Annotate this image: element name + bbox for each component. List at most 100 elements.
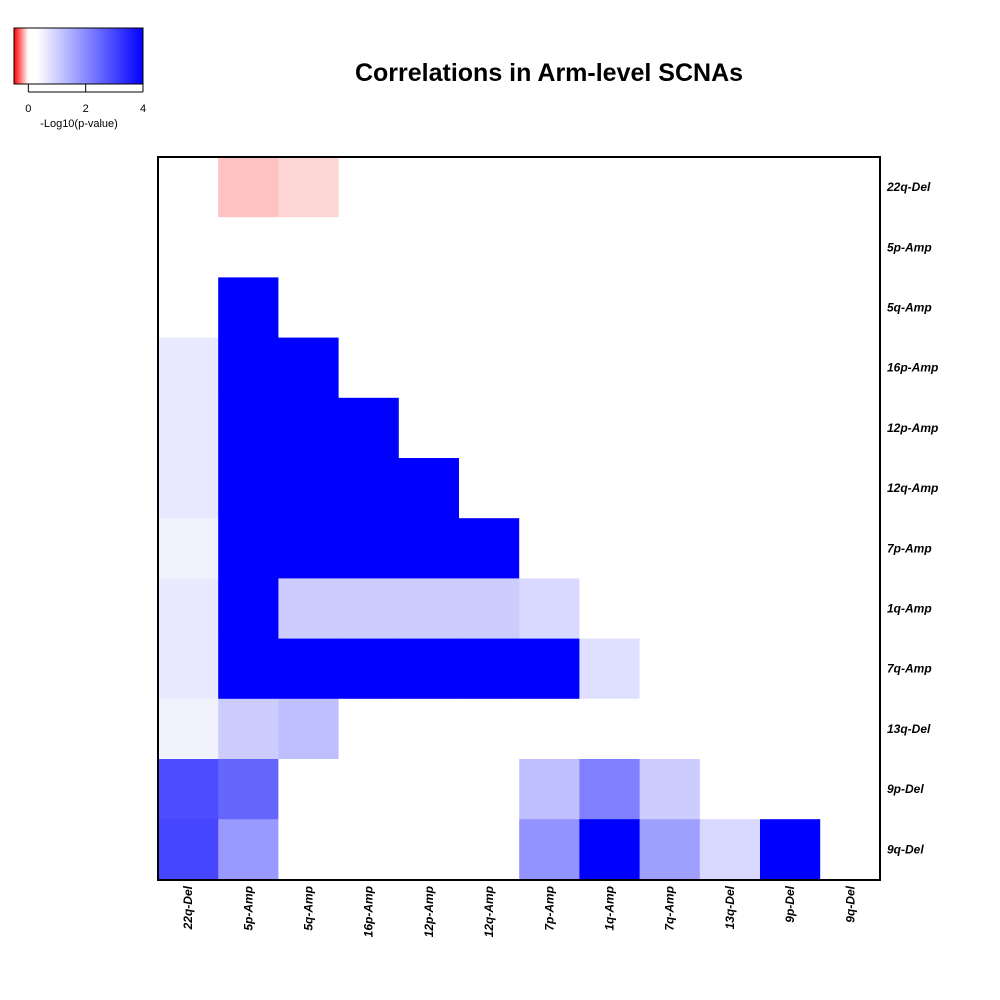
heatmap-cell-12q-Amp-12p-Amp <box>398 458 460 519</box>
column-label: 16p-Amp <box>362 886 376 937</box>
row-label: 5q-Amp <box>887 301 932 315</box>
heatmap-cell-7q-Amp-22q-Del <box>158 638 219 700</box>
heatmap-cell-5q-Amp-12q-Amp <box>459 277 520 339</box>
heatmap-cell-5q-Amp-5q-Amp <box>278 277 340 339</box>
heatmap-cell-7q-Amp-1q-Amp <box>579 638 641 700</box>
heatmap-cell-5p-Amp-1q-Amp <box>579 217 641 278</box>
heatmap-cell-22q-Del-5p-Amp <box>218 157 279 218</box>
column-label: 7p-Amp <box>542 886 556 931</box>
heatmap-cell-7q-Amp-12q-Amp <box>459 638 520 700</box>
heatmap-cell-9p-Del-7p-Amp <box>519 759 580 820</box>
heatmap-cell-7p-Amp-5p-Amp <box>218 518 279 579</box>
column-label: 22q-Del <box>181 885 195 930</box>
heatmap-cell-22q-Del-9q-Del <box>820 157 881 218</box>
heatmap-cell-12q-Amp-9p-Del <box>760 458 821 519</box>
heatmap-cell-12q-Amp-5p-Amp <box>218 458 279 519</box>
heatmap-cell-7p-Amp-12q-Amp <box>459 518 520 579</box>
heatmap-cell-7p-Amp-22q-Del <box>158 518 219 579</box>
heatmap-cell-5q-Amp-9p-Del <box>760 277 821 339</box>
heatmap-cell-7q-Amp-5q-Amp <box>278 638 340 700</box>
heatmap-cell-1q-Amp-9p-Del <box>760 578 821 640</box>
heatmap-cell-5p-Amp-9p-Del <box>760 217 821 278</box>
heatmap-cell-5q-Amp-7q-Amp <box>639 277 701 339</box>
heatmap-cell-22q-Del-22q-Del <box>158 157 219 218</box>
legend-tick-label: 0 <box>25 103 31 115</box>
heatmap-cell-9q-Del-7q-Amp <box>639 819 701 880</box>
heatmap-cell-12q-Amp-7q-Amp <box>639 458 701 519</box>
heatmap-cell-7q-Amp-16p-Amp <box>338 638 400 700</box>
row-label: 7p-Amp <box>887 541 932 555</box>
heatmap-cell-9p-Del-12p-Amp <box>398 759 460 820</box>
heatmap-cell-12p-Amp-16p-Amp <box>338 397 400 459</box>
heatmap-cell-7p-Amp-9p-Del <box>760 518 821 579</box>
heatmap-cell-12q-Amp-13q-Del <box>699 458 761 519</box>
heatmap-cell-12q-Amp-5q-Amp <box>278 458 340 519</box>
heatmap-cell-12p-Amp-7q-Amp <box>639 397 701 459</box>
heatmap-cell-22q-Del-5q-Amp <box>278 157 340 218</box>
heatmap-cell-1q-Amp-7p-Amp <box>519 578 580 640</box>
legend-ticks: 0 2 4 <box>25 84 146 115</box>
column-label: 13q-Del <box>723 885 737 929</box>
heatmap-cell-12p-Amp-12q-Amp <box>459 397 520 459</box>
heatmap-cell-13q-Del-5q-Amp <box>278 698 340 760</box>
heatmap-cell-12q-Amp-16p-Amp <box>338 458 400 519</box>
heatmap-cell-12q-Amp-9q-Del <box>820 458 881 519</box>
heatmap-cell-1q-Amp-22q-Del <box>158 578 219 640</box>
heatmap-cell-5q-Amp-22q-Del <box>158 277 219 339</box>
heatmap-cell-13q-Del-12q-Amp <box>459 698 520 760</box>
heatmap-cell-12p-Amp-9p-Del <box>760 397 821 459</box>
column-label: 5p-Amp <box>241 886 255 931</box>
legend-tick-label: 2 <box>83 103 89 115</box>
heatmap-cell-9q-Del-12p-Amp <box>398 819 460 880</box>
heatmap-cell-7p-Amp-16p-Amp <box>338 518 400 579</box>
row-labels: 22q-Del 5p-Amp 5q-Amp 16p-Amp 12p-Amp 12q-Amp… <box>886 180 938 856</box>
heatmap-cell-16p-Amp-12p-Amp <box>398 337 460 399</box>
heatmap-cell-5q-Amp-16p-Amp <box>338 277 400 339</box>
heatmap-cell-12p-Amp-1q-Amp <box>579 397 641 459</box>
heatmap-cell-9p-Del-9p-Del <box>760 759 821 820</box>
heatmap-cell-13q-Del-9p-Del <box>760 698 821 760</box>
heatmap-cell-7p-Amp-9q-Del <box>820 518 881 579</box>
heatmap-cell-12p-Amp-5p-Amp <box>218 397 279 459</box>
heatmap-cell-16p-Amp-9q-Del <box>820 337 881 399</box>
column-label: 7q-Amp <box>663 886 677 931</box>
heatmap-cell-9q-Del-13q-Del <box>699 819 761 880</box>
heatmap-cell-1q-Amp-9q-Del <box>820 578 881 640</box>
row-label: 7q-Amp <box>887 662 932 676</box>
heatmap-cell-5p-Amp-7p-Amp <box>519 217 580 278</box>
row-label: 12p-Amp <box>887 421 938 435</box>
heatmap-cell-12p-Amp-9q-Del <box>820 397 881 459</box>
heatmap-cell-7p-Amp-1q-Amp <box>579 518 641 579</box>
heatmap-cell-1q-Amp-16p-Amp <box>338 578 400 640</box>
heatmap-cell-9q-Del-1q-Amp <box>579 819 641 880</box>
heatmap-cell-5p-Amp-5p-Amp <box>218 217 279 278</box>
heatmap-cell-7q-Amp-13q-Del <box>699 638 761 700</box>
heatmap-cell-16p-Amp-22q-Del <box>158 337 219 399</box>
heatmap-cell-12q-Amp-12q-Amp <box>459 458 520 519</box>
heatmap-cell-13q-Del-7p-Amp <box>519 698 580 760</box>
legend-label: -Log10(p-value) <box>40 118 118 130</box>
heatmap-cell-7p-Amp-7p-Amp <box>519 518 580 579</box>
column-label: 1q-Amp <box>603 886 617 931</box>
legend-tick-label: 4 <box>140 103 146 115</box>
column-labels: 22q-Del 5p-Amp 5q-Amp 16p-Amp 12p-Amp 12q-Amp… <box>181 885 857 937</box>
heatmap-cell-22q-Del-9p-Del <box>760 157 821 218</box>
heatmap-cell-12p-Amp-22q-Del <box>158 397 219 459</box>
heatmap-cell-5q-Amp-9q-Del <box>820 277 881 339</box>
row-label: 22q-Del <box>886 180 931 194</box>
heatmap-cell-5p-Amp-12q-Amp <box>459 217 520 278</box>
heatmap-cell-13q-Del-13q-Del <box>699 698 761 760</box>
heatmap-cell-5p-Amp-22q-Del <box>158 217 219 278</box>
heatmap-cell-7q-Amp-5p-Amp <box>218 638 279 700</box>
heatmap-cell-22q-Del-12q-Amp <box>459 157 520 218</box>
row-label: 1q-Amp <box>887 602 932 616</box>
heatmap-cell-9q-Del-5p-Amp <box>218 819 279 880</box>
heatmap-cell-1q-Amp-12p-Amp <box>398 578 460 640</box>
heatmap-cell-9p-Del-1q-Amp <box>579 759 641 820</box>
heatmap-cell-5p-Amp-5q-Amp <box>278 217 340 278</box>
heatmap-cell-7p-Amp-7q-Amp <box>639 518 701 579</box>
heatmap-cell-22q-Del-13q-Del <box>699 157 761 218</box>
heatmap-cell-16p-Amp-1q-Amp <box>579 337 641 399</box>
heatmap-cell-7q-Amp-12p-Amp <box>398 638 460 700</box>
heatmap-cell-7q-Amp-9q-Del <box>820 638 881 700</box>
